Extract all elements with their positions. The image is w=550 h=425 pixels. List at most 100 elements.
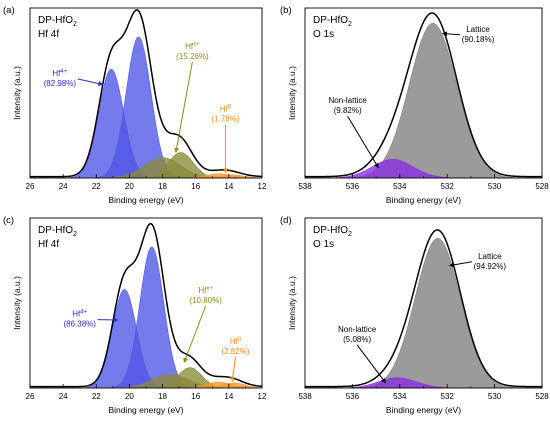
annotation-label: Hfx+ <box>198 286 213 295</box>
sample-title-subscript: 2 <box>73 231 77 238</box>
x-tick-label: 530 <box>488 392 502 401</box>
annotation-superscript: x+ <box>206 286 213 292</box>
annotation-superscript: 0 <box>238 337 242 343</box>
x-axis-label: Binding energy (eV) <box>386 195 461 205</box>
envelope-line <box>305 12 542 178</box>
x-tick-label: 536 <box>346 182 360 191</box>
x-tick-label: 24 <box>59 392 68 401</box>
peak-area <box>305 158 542 178</box>
annotation-arrow <box>356 344 386 384</box>
panel-tag: (b) <box>280 5 292 16</box>
annotation-arrow <box>449 261 472 268</box>
panel-tag: (d) <box>280 215 292 226</box>
annotation-label: Hf0 <box>220 105 232 114</box>
x-tick-label: 528 <box>535 392 549 401</box>
peak-area <box>30 246 262 388</box>
annotation-species: Hf <box>72 310 81 319</box>
peak-area <box>30 381 262 388</box>
x-tick-label: 532 <box>441 392 455 401</box>
sample-title: DP-HfO2 <box>38 225 77 238</box>
sample-title-main: DP-HfO <box>38 15 73 26</box>
annotation-percent: (5.08%) <box>343 335 371 344</box>
core-level-title: Hf 4f <box>38 239 59 250</box>
peak-area <box>30 382 262 388</box>
annotation-percent: (90.18%) <box>462 35 495 44</box>
sample-title-subscript: 2 <box>348 21 352 28</box>
annotation-percent: (10.80%) <box>189 296 222 305</box>
x-tick-label: 530 <box>488 182 502 191</box>
x-tick-label: 18 <box>158 392 167 401</box>
x-tick-label: 20 <box>125 392 134 401</box>
x-tick-label: 22 <box>92 392 101 401</box>
annotation-percent: (15.26%) <box>176 52 209 61</box>
x-tick-label: 20 <box>125 182 134 191</box>
plot-area <box>30 222 262 388</box>
annotation-superscript: 4+ <box>60 69 67 75</box>
x-tick-label: 532 <box>441 182 455 191</box>
annotation-percent: (82.98%) <box>44 79 77 88</box>
annotation-label: Lattice <box>466 25 490 34</box>
x-tick-label: 528 <box>535 182 549 191</box>
x-tick-label: 24 <box>59 182 68 191</box>
plot-area <box>30 9 262 178</box>
sample-title-main: DP-HfO <box>313 225 348 236</box>
annotation-arrow <box>77 78 104 86</box>
x-axis-label: Binding energy (eV) <box>108 405 183 415</box>
x-tick-label: 14 <box>224 182 233 191</box>
x-tick-label: 534 <box>393 182 407 191</box>
chart-panel-3: 538 536 534 532 530 528 Binding energy (eV) Int… <box>280 215 549 415</box>
x-axis-label: Binding energy (eV) <box>108 195 183 205</box>
annotation-species: Hf <box>220 105 229 114</box>
panel-tag: (c) <box>3 215 14 226</box>
peak-area <box>30 173 262 178</box>
x-tick-label: 16 <box>191 392 200 401</box>
x-tick-label: 26 <box>26 392 35 401</box>
peak-area <box>30 36 262 178</box>
sample-title-main: DP-HfO <box>38 225 73 236</box>
core-level-title: O 1s <box>313 239 334 250</box>
annotation-superscript: 0 <box>228 105 232 111</box>
annotation-label: Hf0 <box>230 337 242 346</box>
annotation-arrow <box>441 31 461 37</box>
annotation-superscript: x+ <box>193 42 200 48</box>
annotation-superscript: 4+ <box>80 310 87 316</box>
peak-area <box>305 238 542 388</box>
annotation-label: Non-lattice <box>338 325 377 334</box>
sample-title: DP-HfO2 <box>313 15 352 28</box>
annotation-species: Non-lattice <box>329 96 368 105</box>
envelope-line <box>30 222 262 388</box>
x-tick-label: 18 <box>158 182 167 191</box>
envelope-line <box>305 229 542 388</box>
x-tick-label: 12 <box>258 392 267 401</box>
annotation-percent: (86.38%) <box>63 320 96 329</box>
annotation-arrow <box>347 115 379 169</box>
y-axis-label: Intensity (a.u.) <box>287 66 297 120</box>
annotation-arrow <box>174 61 193 153</box>
x-tick-label: 14 <box>224 392 233 401</box>
plot-area <box>305 229 542 388</box>
y-axis-label: Intensity (a.u.) <box>12 66 22 120</box>
sample-title: DP-HfO2 <box>38 15 77 28</box>
annotation-label: Lattice <box>478 252 502 261</box>
chart-panel-1: 538 536 534 532 530 528 Binding energy (eV) Int… <box>280 5 549 205</box>
annotation-species: Hf <box>198 286 207 295</box>
annotation-arrow <box>183 305 207 363</box>
annotation-species: Lattice <box>478 252 502 261</box>
annotation-species: Hf <box>230 337 239 346</box>
sample-title-main: DP-HfO <box>313 15 348 26</box>
x-tick-label: 536 <box>346 392 360 401</box>
x-tick-label: 538 <box>298 392 312 401</box>
sample-title-subscript: 2 <box>348 231 352 238</box>
annotation-label: Non-lattice <box>329 96 368 105</box>
x-tick-label: 16 <box>191 182 200 191</box>
annotation-species: Lattice <box>466 25 490 34</box>
x-tick-label: 534 <box>393 392 407 401</box>
annotation-percent: (9.82%) <box>334 106 362 115</box>
x-tick-label: 538 <box>298 182 312 191</box>
sample-title: DP-HfO2 <box>313 225 352 238</box>
annotation-percent: (94.92%) <box>474 262 507 271</box>
annotation-label: Hfx+ <box>185 42 200 51</box>
